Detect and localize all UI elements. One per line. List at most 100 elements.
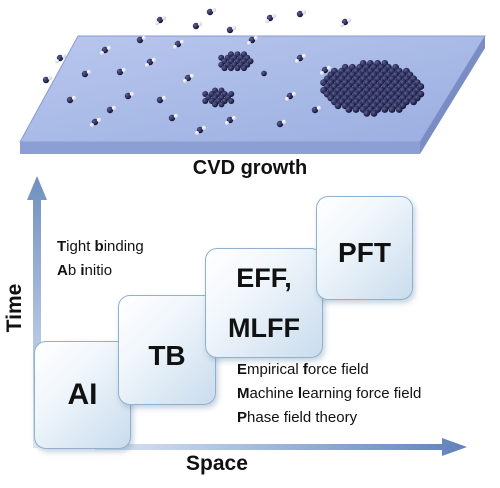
legend-item-tight-binding: Tight binding bbox=[57, 238, 144, 255]
legend-item-ab-initio: Ab initio bbox=[57, 262, 113, 279]
atom bbox=[106, 45, 112, 51]
atom bbox=[61, 53, 67, 59]
atom bbox=[106, 106, 114, 114]
atom bbox=[295, 59, 299, 63]
atom bbox=[231, 25, 237, 31]
atom bbox=[201, 125, 207, 131]
atom bbox=[352, 106, 360, 113]
step-label-eff: EFF, bbox=[236, 263, 292, 293]
atom bbox=[231, 115, 237, 121]
atom bbox=[253, 35, 259, 41]
atom bbox=[211, 7, 217, 13]
atom bbox=[320, 71, 324, 75]
legend-item-phase-field-theory: Phase field theory bbox=[237, 409, 358, 426]
atom bbox=[161, 15, 167, 21]
atom bbox=[234, 65, 241, 72]
atom bbox=[173, 45, 177, 49]
step-label-tb: TB bbox=[148, 340, 186, 371]
atom bbox=[226, 26, 234, 34]
atom bbox=[90, 123, 94, 127]
atom bbox=[370, 109, 378, 117]
x-axis-label: Space bbox=[186, 452, 248, 475]
atom bbox=[66, 96, 74, 104]
cvd-growth-illustration bbox=[19, 7, 486, 154]
step-box-eff: EFF, MLFF bbox=[205, 248, 323, 358]
y-axis-label: Time bbox=[3, 283, 26, 333]
atom bbox=[316, 105, 322, 111]
atom bbox=[271, 13, 277, 19]
atom bbox=[42, 76, 50, 84]
atom bbox=[247, 41, 251, 45]
atom bbox=[206, 8, 214, 16]
atom bbox=[129, 91, 135, 97]
step-box-tb: TB bbox=[118, 295, 216, 405]
atom bbox=[334, 102, 342, 110]
atom bbox=[261, 70, 267, 77]
atom bbox=[311, 106, 319, 114]
atom bbox=[346, 17, 352, 23]
atom bbox=[100, 51, 104, 55]
atom bbox=[340, 23, 344, 27]
atom bbox=[192, 22, 200, 30]
atom bbox=[47, 75, 53, 81]
atom bbox=[345, 106, 353, 113]
atom bbox=[116, 68, 124, 76]
atom bbox=[156, 96, 164, 104]
atom bbox=[301, 53, 307, 59]
atom bbox=[55, 59, 59, 63]
atom bbox=[285, 97, 289, 101]
atom bbox=[183, 79, 187, 83]
legend-item-empirical-force-field: Empirical force field bbox=[237, 361, 369, 378]
atom bbox=[276, 120, 284, 128]
atom bbox=[410, 98, 417, 106]
atom bbox=[155, 21, 159, 25]
atom bbox=[296, 10, 304, 18]
cvd-caption: CVD growth bbox=[192, 157, 308, 179]
legend-left: Tight binding Ab initio bbox=[57, 235, 144, 283]
atom bbox=[151, 57, 157, 63]
atom bbox=[221, 65, 228, 72]
atom bbox=[218, 101, 225, 108]
atom bbox=[388, 106, 396, 113]
atom bbox=[124, 92, 132, 100]
atom bbox=[281, 119, 287, 125]
atom bbox=[136, 36, 144, 44]
atom bbox=[363, 109, 371, 117]
step-box-pft: PFT bbox=[316, 196, 413, 300]
atom bbox=[96, 117, 102, 123]
atom bbox=[225, 121, 229, 125]
legend-item-machine-learning-force-field: Machine learning force field bbox=[237, 385, 422, 402]
step-label-mlff: MLFF bbox=[228, 313, 300, 343]
atom bbox=[111, 105, 117, 111]
atom bbox=[265, 19, 269, 23]
step-box-ai: AI bbox=[34, 341, 131, 449]
atom bbox=[291, 91, 297, 97]
atom bbox=[86, 69, 92, 75]
atom bbox=[395, 106, 403, 113]
step-label-pft: PFT bbox=[338, 237, 391, 268]
atom bbox=[81, 70, 89, 78]
atom bbox=[241, 65, 247, 72]
legend-right: Empirical force field Machine learning f… bbox=[237, 358, 421, 430]
atom bbox=[381, 106, 389, 113]
atom bbox=[168, 114, 176, 122]
atom bbox=[71, 95, 77, 101]
step-label-ai: AI bbox=[67, 378, 98, 411]
atom bbox=[179, 39, 185, 45]
atom bbox=[195, 131, 199, 135]
atom bbox=[301, 9, 307, 15]
atom bbox=[161, 95, 167, 101]
atom bbox=[173, 113, 179, 119]
x-axis-arrow bbox=[95, 438, 467, 456]
atom bbox=[326, 65, 332, 71]
atom bbox=[145, 63, 149, 67]
substrate-side bbox=[420, 36, 485, 154]
atom bbox=[121, 67, 127, 73]
atom bbox=[202, 97, 209, 104]
substrate-front bbox=[20, 142, 420, 154]
atom bbox=[141, 35, 147, 41]
atom bbox=[228, 65, 234, 72]
atom bbox=[189, 73, 195, 79]
atom-clusters bbox=[42, 7, 425, 135]
